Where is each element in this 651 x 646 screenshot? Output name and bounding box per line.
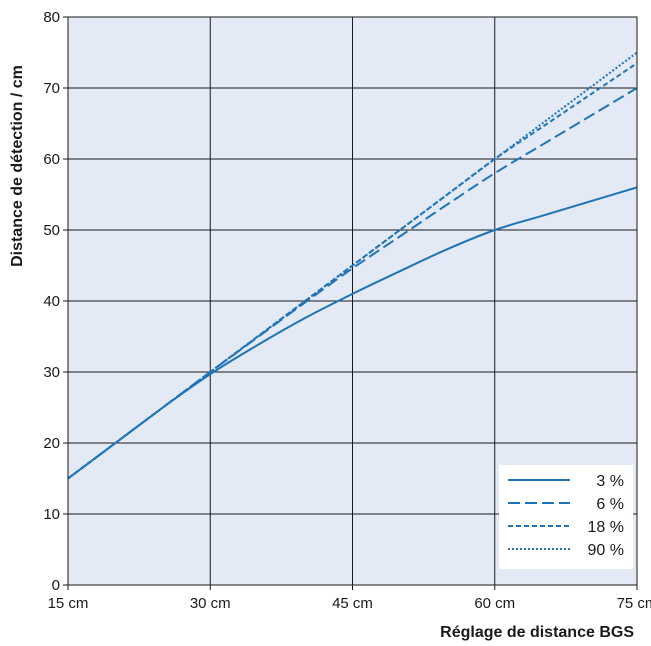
series-line-90-percent xyxy=(67,51,638,480)
x-tick-label: 75 cm xyxy=(617,595,651,612)
x-axis-title: Réglage de distance BGS xyxy=(440,624,634,641)
legend-label: 90 % xyxy=(588,542,624,559)
y-tick-label: 0 xyxy=(52,577,60,594)
y-tick-label: 10 xyxy=(43,506,60,523)
x-tick-label: 45 cm xyxy=(332,595,373,612)
legend-label: 3 % xyxy=(596,473,624,490)
plot-frame xyxy=(67,16,638,586)
x-tick-label: 60 cm xyxy=(474,595,515,612)
y-tick-label: 40 xyxy=(43,293,60,310)
legend-label: 6 % xyxy=(596,496,624,513)
y-tick-labels: 0 10 20 30 40 50 60 70 80 xyxy=(43,9,60,594)
legend-label: 18 % xyxy=(588,519,624,536)
legend-box xyxy=(499,465,633,569)
series-line-3-percent xyxy=(67,186,638,480)
y-tick-label: 60 xyxy=(43,151,60,168)
y-tick-label: 20 xyxy=(43,435,60,452)
x-tick-label: 30 cm xyxy=(190,595,231,612)
x-tick-labels: 15 cm 30 cm 45 cm 60 cm 75 cm xyxy=(48,595,651,612)
x-tick-label: 15 cm xyxy=(48,595,89,612)
legend: 3 % 6 % 18 % 90 % xyxy=(499,465,633,569)
y-tick-label: 80 xyxy=(43,9,60,26)
y-axis-title: Distance de détection / cm xyxy=(9,65,26,267)
y-tick-label: 30 xyxy=(43,364,60,381)
series-line-18-percent xyxy=(67,62,638,480)
series-lines xyxy=(67,51,638,480)
y-tick-label: 50 xyxy=(43,222,60,239)
y-tick-label: 70 xyxy=(43,80,60,97)
series-line-6-percent xyxy=(67,87,638,480)
